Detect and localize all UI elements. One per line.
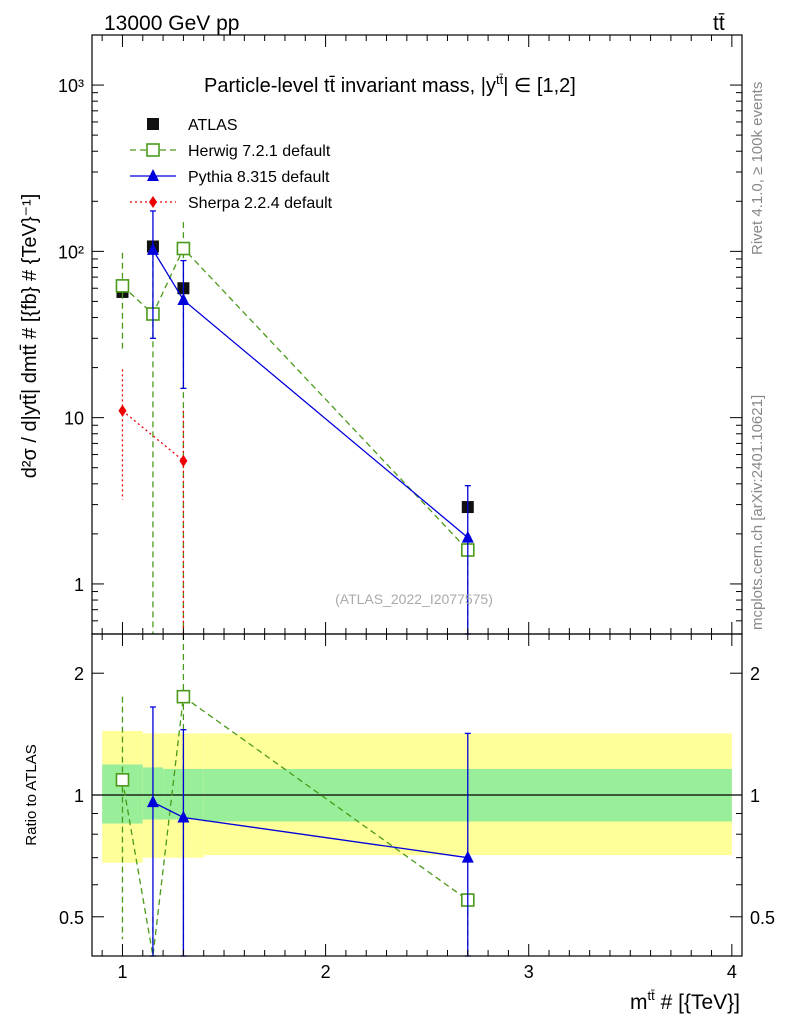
legend: ATLAS Herwig 7.2.1 default Pythia 8.315 de… (130, 117, 333, 212)
energy-label: 13000 GeV pp (104, 12, 239, 35)
pythia-ratio-point (146, 795, 159, 808)
y-tick-label: 10 (64, 409, 84, 429)
herwig-ratio-point (176, 689, 191, 704)
rivet-version-label: Rivet 4.1.0, ≥ 100k events (749, 82, 766, 255)
legend-herwig-label: Herwig 7.2.1 default (188, 143, 331, 160)
pythia-ratio-point (461, 850, 474, 863)
legend-atlas-label: ATLAS (188, 117, 238, 134)
ratio-y-tick-label-right: 0.5 (750, 908, 775, 928)
herwig-point (176, 241, 191, 256)
x-axis-label-rest: # [{TeV}] (655, 991, 740, 1014)
analysis-watermark: (ATLAS_2022_I2077575) (335, 591, 493, 607)
legend-sherpa-marker (149, 196, 157, 208)
ratio-panel (92, 634, 742, 957)
process-label: tt̄ (713, 12, 725, 35)
y-tick-label: 1 (74, 575, 84, 595)
sherpa-point (118, 404, 127, 417)
x-axis-label-main: m (630, 991, 648, 1014)
herwig-line (122, 247, 469, 551)
pythia-point (177, 292, 190, 305)
ratio-y-tick-label-right: 2 (750, 664, 760, 684)
x-tick-label: 1 (117, 962, 127, 982)
main-panel (115, 210, 475, 635)
x-axis-label: mtt̄ # [{TeV}] (630, 988, 740, 1014)
legend-sherpa-label: Sherpa 2.2.4 default (188, 195, 333, 212)
y-axis-label: d²σ / d|ytt̄| dmtt̄ # [{fb} # {TeV}⁻¹] (19, 194, 41, 479)
chart-title-prefix: Particle-level tt̄ invariant mass, |y (204, 75, 496, 97)
pythia-point (146, 242, 159, 255)
pythia-ratio-point (177, 810, 190, 823)
chart-title-suffix: | ∈ [1,2] (503, 75, 576, 97)
pythia-line (152, 249, 469, 539)
y-tick-label: 10³ (58, 76, 84, 96)
ratio-y-tick-label: 1 (74, 786, 84, 806)
ratio-y-tick-label-right: 1 (750, 786, 760, 806)
x-tick-label: 2 (321, 962, 331, 982)
sherpa-line (122, 410, 184, 462)
herwig-point (115, 279, 130, 293)
x-axis-label-sup: tt̄ (648, 988, 656, 1003)
x-tick-label: 4 (727, 962, 737, 982)
legend-atlas-marker (147, 118, 159, 130)
y-tick-label: 10² (58, 242, 84, 262)
mcplots-credit-label: mcplots.cern.ch [arXiv:2401.10621] (749, 395, 766, 630)
chart-title-sup: tt̄ (496, 72, 504, 87)
sherpa-point (179, 454, 188, 467)
ratio-y-tick-label: 0.5 (59, 908, 84, 928)
ratio-y-tick-label: 2 (74, 664, 84, 684)
legend-pythia-label: Pythia 8.315 default (188, 169, 330, 186)
legend-pythia-marker (147, 169, 159, 181)
herwig-ratio-point (115, 773, 130, 787)
axes: 1 2 3 4 1 10 10² 10³ 0.5 0.5 1 1 2 2 (58, 34, 775, 982)
ratio-y-axis-label: Ratio to ATLAS (23, 744, 40, 845)
x-tick-label: 3 (524, 962, 534, 982)
pythia-point (461, 530, 474, 543)
chart-title: Particle-level tt̄ invariant mass, |ytt̄… (204, 72, 576, 97)
legend-herwig-marker (146, 143, 160, 157)
herwig-ratio-line (121, 695, 469, 957)
